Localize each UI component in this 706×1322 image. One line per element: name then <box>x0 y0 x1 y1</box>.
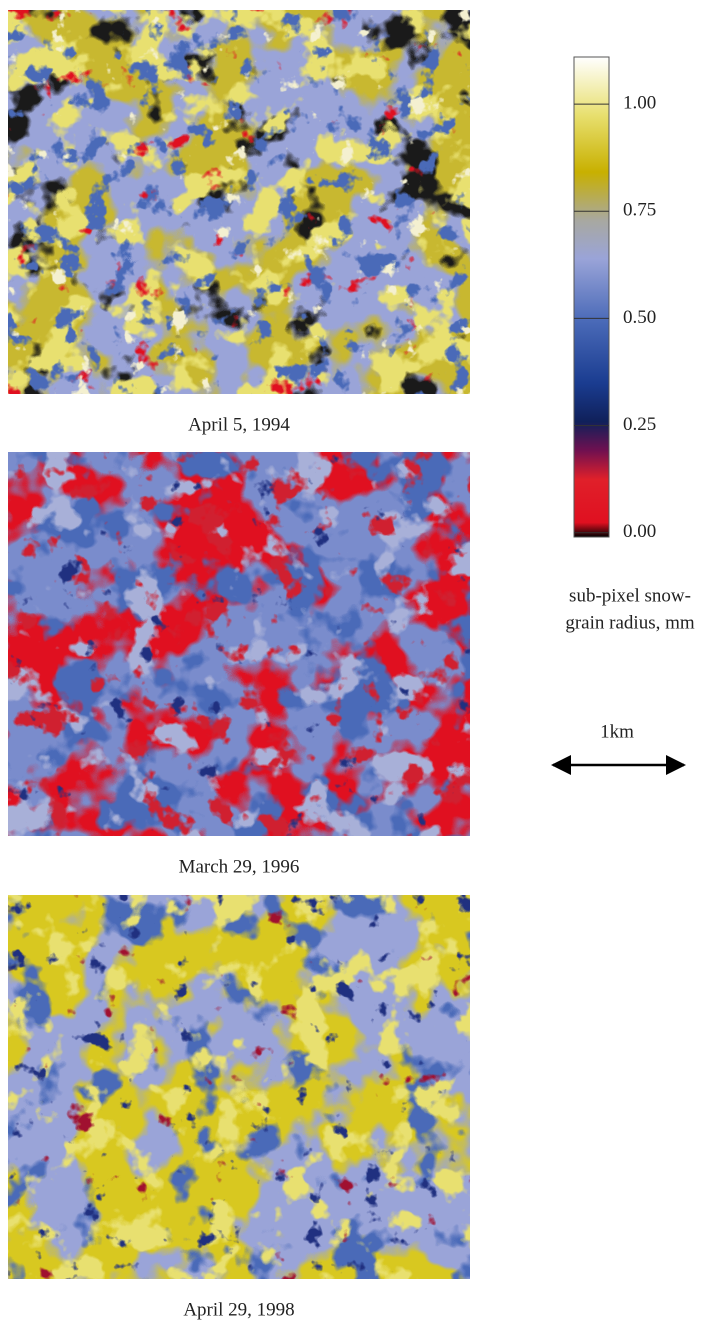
colorbar <box>574 57 609 537</box>
colorbar-tick-label: 1.00 <box>623 93 656 114</box>
image-texture <box>8 452 470 836</box>
panel-caption: April 29, 1998 <box>183 1299 294 1320</box>
image-texture <box>8 895 470 1279</box>
colorbar-tick-label: 0.00 <box>623 521 656 542</box>
colorbar-tick-label: 0.50 <box>623 307 656 328</box>
figure: 0.00 0.25 0.50 0.75 1.00 sub-pixel snow- gra… <box>0 0 706 1322</box>
colorbar-tick-label: 0.25 <box>623 414 656 435</box>
colorbar-label: sub-pixel snow- <box>569 585 691 606</box>
image-texture <box>8 10 470 394</box>
scale-bar-label: 1km <box>600 721 634 742</box>
image-panels <box>8 10 470 1279</box>
colorbar-label: grain radius, mm <box>565 612 695 633</box>
panel-caption: March 29, 1996 <box>179 856 300 877</box>
colorbar-tick-label: 0.75 <box>623 200 656 221</box>
panel-caption: April 5, 1994 <box>188 414 290 435</box>
